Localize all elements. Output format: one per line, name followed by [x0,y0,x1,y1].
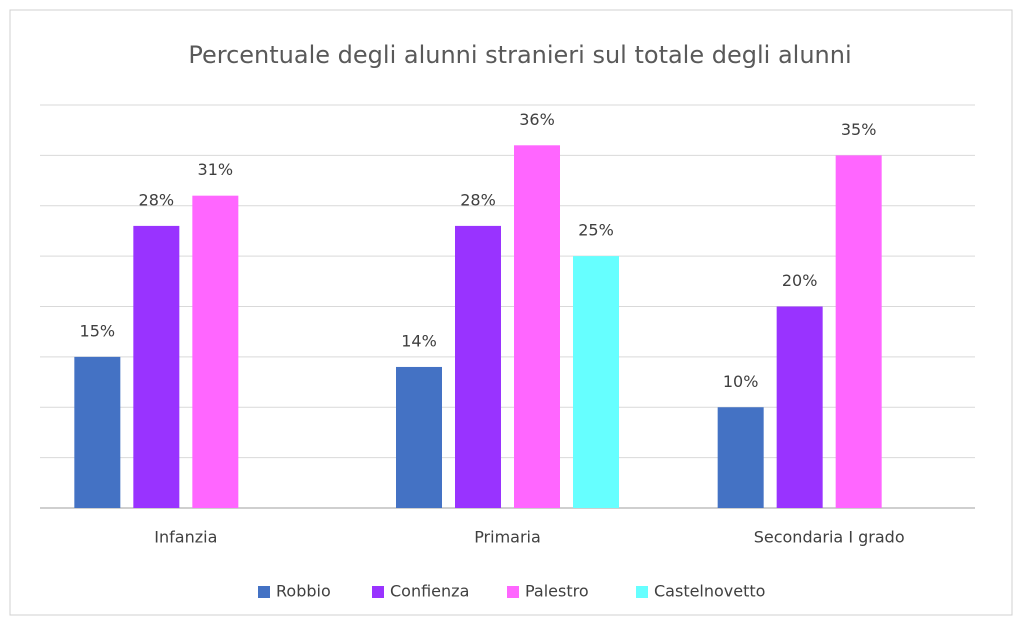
legend-label: Palestro [525,582,589,601]
chart-title: Percentuale degli alunni stranieri sul t… [188,41,851,69]
bar [133,225,180,508]
data-label: 36% [519,110,555,129]
bar [74,356,121,508]
x-tick-label: Primaria [474,528,541,547]
legend-swatch [372,586,384,598]
bar [192,195,239,509]
x-tick-label: Infanzia [154,528,217,547]
bar [573,256,619,508]
x-tick-label: Secondaria I grado [754,528,905,547]
data-label: 15% [80,321,116,340]
data-label: 10% [723,372,759,391]
bar [396,366,442,508]
legend-label: Robbio [276,582,331,601]
legend-label: Confienza [390,582,469,601]
legend-swatch [636,586,648,598]
bar [455,225,501,508]
data-label: 25% [578,221,614,240]
data-label: 31% [198,160,234,179]
data-label: 28% [460,190,496,209]
data-label: 35% [841,120,877,139]
data-label: 20% [782,271,818,290]
data-label: 28% [139,190,175,209]
legend-swatch [507,586,519,598]
legend-label: Castelnovetto [654,582,765,601]
data-label: 14% [401,331,437,350]
bar [835,155,882,508]
bar [717,407,764,508]
legend-swatch [258,586,270,598]
bar [776,306,823,508]
bar [514,145,560,509]
